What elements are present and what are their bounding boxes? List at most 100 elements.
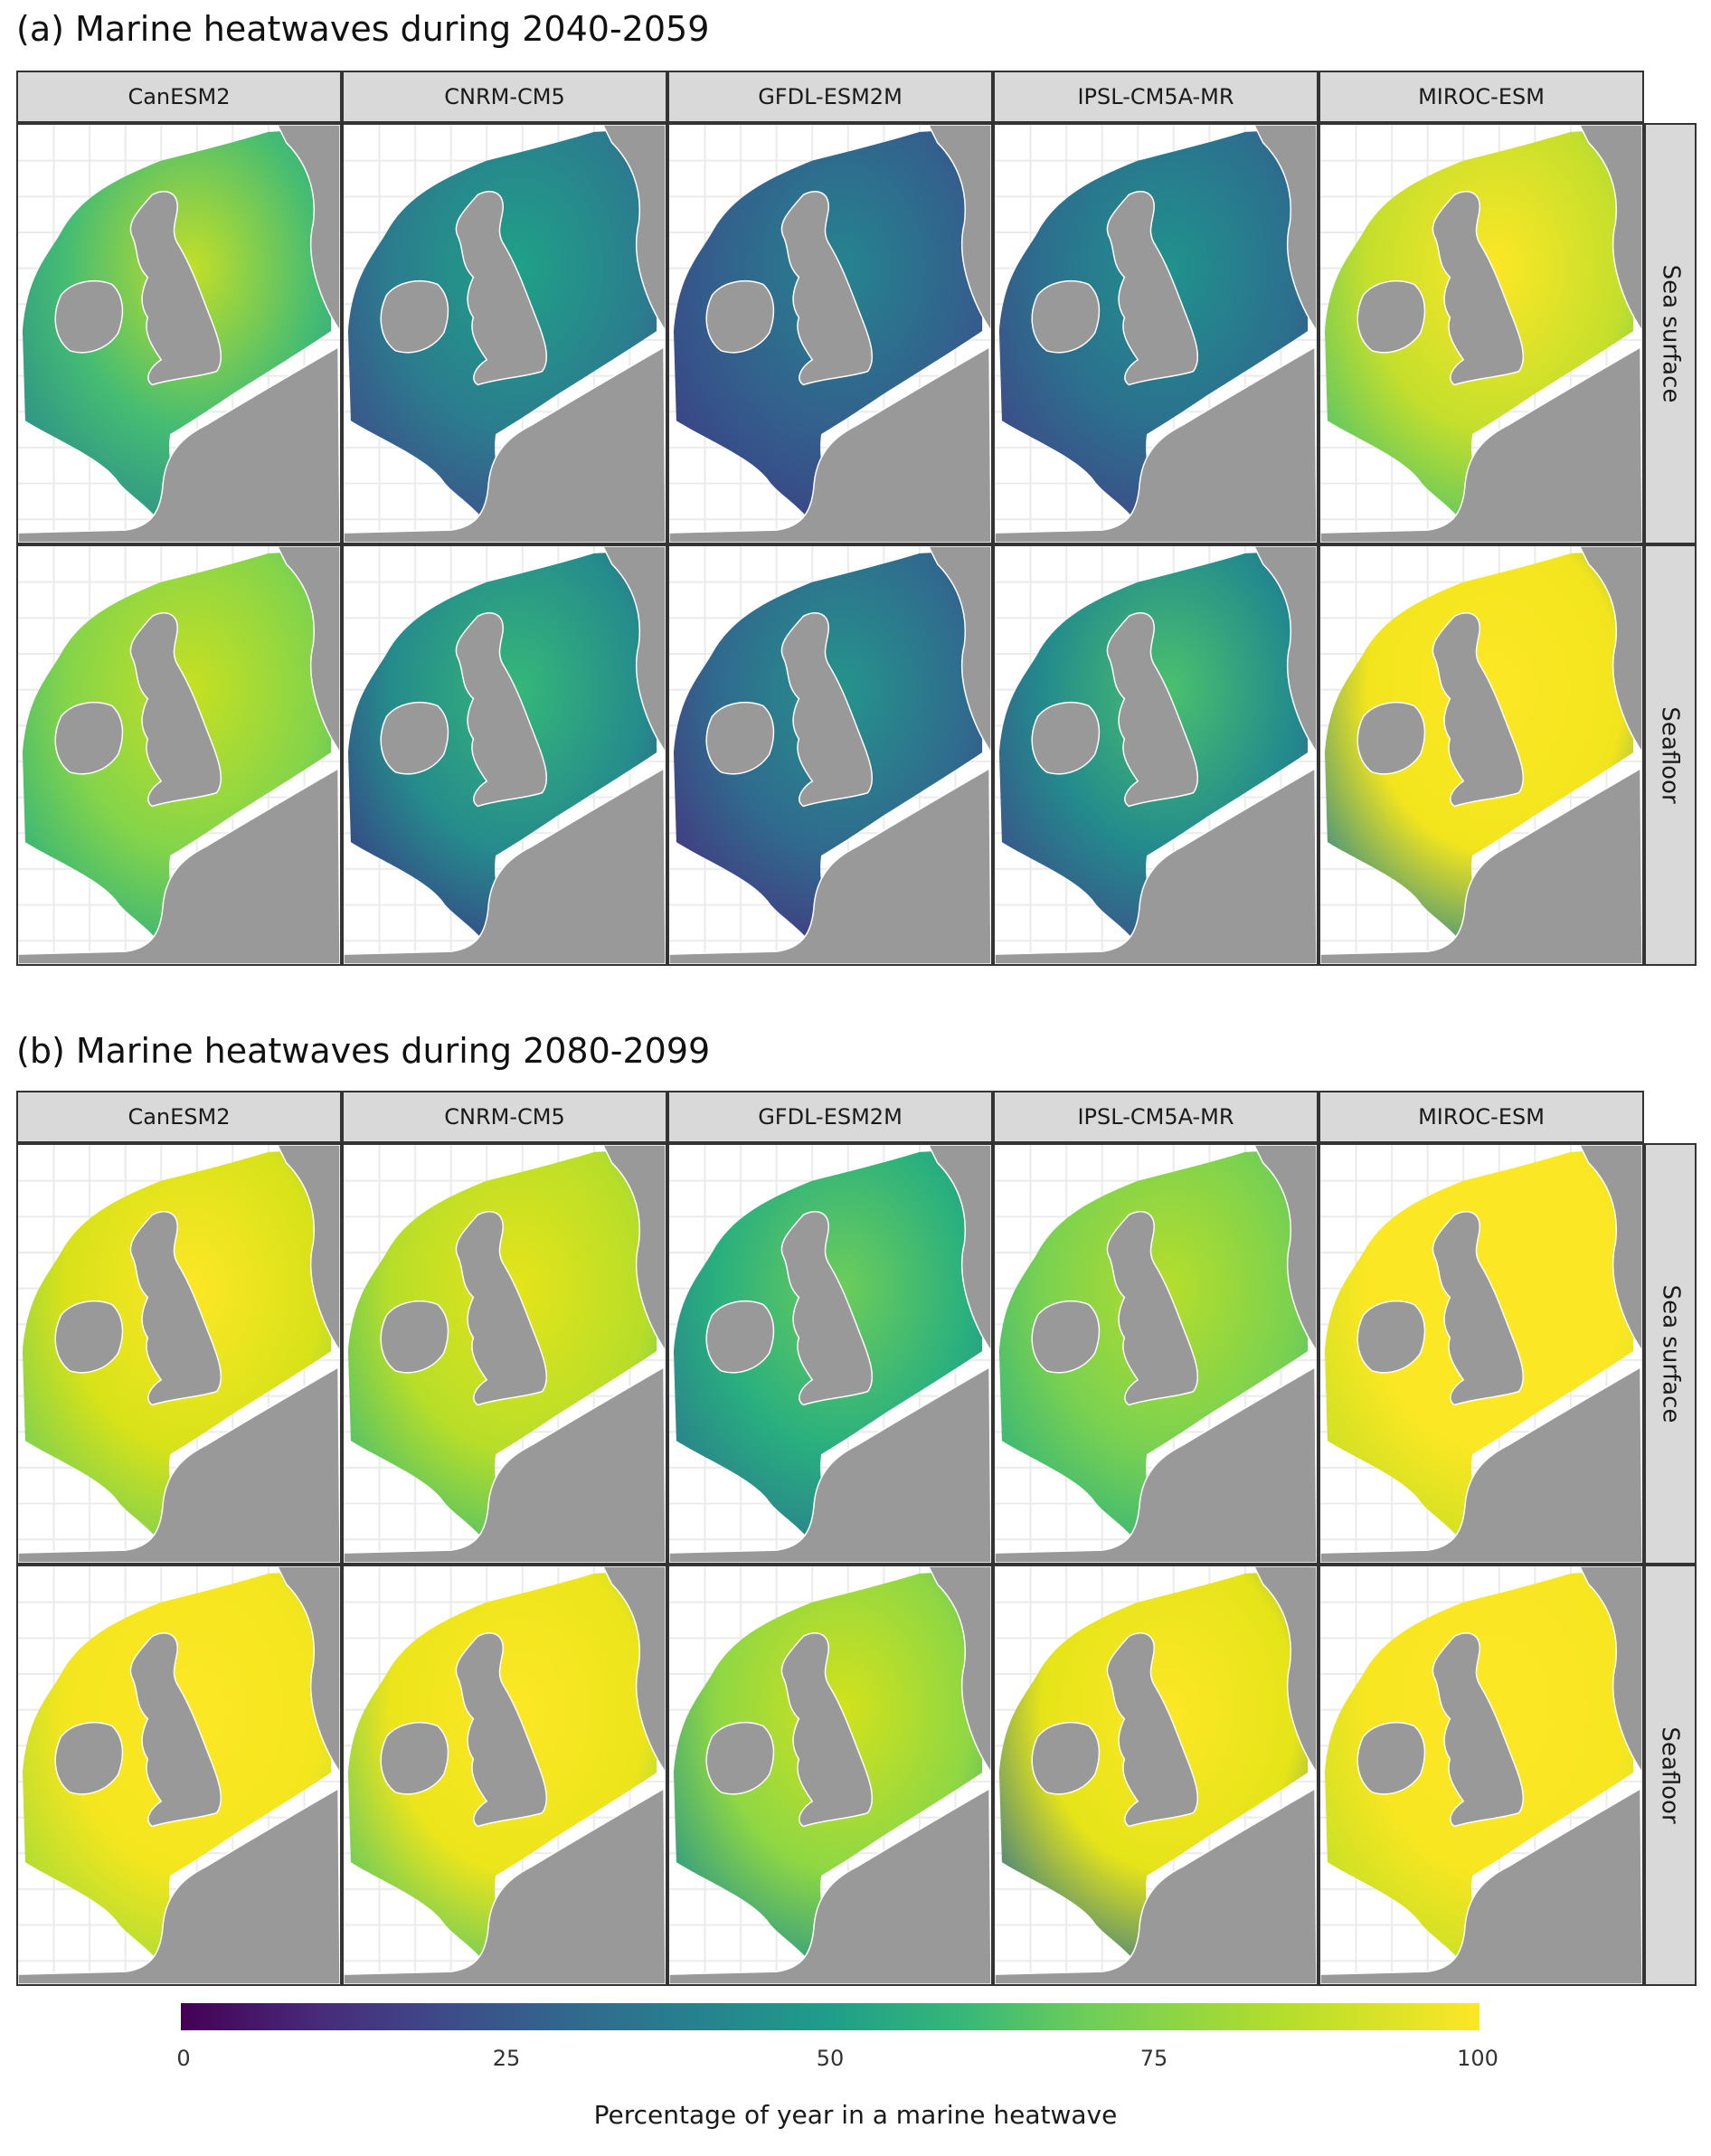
land-ireland: [54, 1721, 124, 1795]
land-continent: [995, 1366, 1317, 1563]
strip-seafloor: Seafloor: [1644, 544, 1697, 966]
land-great-britain: [1432, 191, 1525, 386]
strip-ipsl-cm5a-mr: IPSL-CM5A-MR: [993, 1091, 1319, 1143]
map-canesm2-seafloor: [16, 544, 342, 966]
panel-a-title: (a) Marine heatwaves during 2040-2059: [16, 9, 710, 49]
map-svg: [669, 125, 991, 543]
map-svg: [18, 125, 340, 543]
land-ireland: [1357, 1300, 1426, 1374]
strip-label: Sea surface: [1657, 1284, 1685, 1423]
colorbar-label-75: 75: [1139, 2046, 1168, 2071]
land-ireland: [54, 701, 124, 775]
map-gfdl-esm2m-sea-surface: [667, 1143, 993, 1565]
land-scandinavia: [1253, 546, 1317, 754]
land-scandinavia: [276, 1145, 340, 1353]
map-svg: [18, 1145, 340, 1563]
map-canesm2-sea-surface: [16, 1143, 342, 1565]
map-canesm2-seafloor: [16, 1565, 342, 1986]
land-continent: [18, 345, 340, 543]
strip-miroc-esm: MIROC-ESM: [1319, 71, 1644, 123]
land-ireland: [1031, 1721, 1101, 1795]
land-ireland: [54, 279, 124, 354]
strip-label: Seafloor: [1657, 1726, 1685, 1824]
colorbar-label-50: 50: [816, 2046, 845, 2071]
land-continent: [18, 1366, 340, 1563]
map-svg: [344, 125, 666, 543]
land-continent: [669, 767, 991, 964]
strip-label: Sea surface: [1657, 264, 1685, 403]
map-svg: [1320, 1566, 1642, 1984]
land-scandinavia: [601, 1566, 666, 1774]
land-scandinavia: [1578, 1566, 1642, 1774]
map-svg: [995, 1145, 1317, 1563]
land-continent: [669, 1787, 991, 1984]
strip-sea-surface: Sea surface: [1644, 123, 1697, 544]
land-great-britain: [129, 1211, 222, 1406]
colorbar-tick: [505, 2030, 506, 2038]
map-cnrm-cm5-seafloor: [342, 544, 667, 966]
land-ireland: [705, 701, 775, 775]
land-great-britain: [1432, 1632, 1525, 1828]
colorbar-title: Percentage of year in a marine heatwave: [593, 2100, 1118, 2130]
map-gfdl-esm2m-seafloor: [667, 1565, 993, 1986]
land-ireland: [705, 1300, 775, 1374]
strip-label: Seafloor: [1657, 706, 1685, 804]
land-continent: [344, 1366, 666, 1563]
land-great-britain: [129, 191, 222, 386]
strip-gfdl-esm2m: GFDL-ESM2M: [667, 1091, 993, 1143]
land-great-britain: [780, 612, 874, 808]
land-scandinavia: [927, 125, 991, 333]
map-miroc-esm-sea-surface: [1319, 123, 1644, 544]
map-svg: [344, 546, 666, 964]
map-svg: [344, 1566, 666, 1984]
land-scandinavia: [276, 546, 340, 754]
map-svg: [1320, 1145, 1642, 1563]
colorbar-tick: [829, 2030, 831, 2038]
land-great-britain: [455, 612, 548, 808]
land-scandinavia: [1253, 1145, 1317, 1353]
land-continent: [995, 767, 1317, 964]
land-continent: [1320, 767, 1642, 964]
land-great-britain: [1106, 1632, 1199, 1828]
land-ireland: [380, 1300, 449, 1374]
map-cnrm-cm5-seafloor: [342, 1565, 667, 1986]
land-ireland: [705, 279, 775, 354]
land-continent: [669, 345, 991, 543]
land-great-britain: [129, 612, 222, 808]
land-continent: [1320, 345, 1642, 543]
map-gfdl-esm2m-seafloor: [667, 544, 993, 966]
land-continent: [18, 767, 340, 964]
panel-b-title: (b) Marine heatwaves during 2080-2099: [16, 1031, 711, 1071]
land-continent: [1320, 1787, 1642, 1984]
strip-ipsl-cm5a-mr: IPSL-CM5A-MR: [993, 71, 1319, 123]
land-scandinavia: [276, 1566, 340, 1774]
map-svg: [995, 1566, 1317, 1984]
colorbar-label-100: 100: [1457, 2046, 1498, 2071]
land-continent: [18, 1787, 340, 1984]
map-gfdl-esm2m-sea-surface: [667, 123, 993, 544]
land-scandinavia: [601, 546, 666, 754]
land-scandinavia: [927, 1566, 991, 1774]
land-scandinavia: [1578, 1145, 1642, 1353]
map-cnrm-cm5-sea-surface: [342, 123, 667, 544]
land-continent: [995, 345, 1317, 543]
colorbar-tick: [1154, 2030, 1156, 2038]
land-great-britain: [1106, 191, 1199, 386]
map-ipsl-cm5a-mr-seafloor: [993, 544, 1319, 966]
colorbar: [181, 2003, 1479, 2030]
land-great-britain: [455, 1632, 548, 1828]
map-svg: [995, 125, 1317, 543]
land-scandinavia: [1253, 1566, 1317, 1774]
land-great-britain: [1106, 1211, 1199, 1406]
colorbar-label-25: 25: [492, 2046, 521, 2071]
map-svg: [995, 546, 1317, 964]
strip-gfdl-esm2m: GFDL-ESM2M: [667, 71, 993, 123]
map-miroc-esm-seafloor: [1319, 544, 1644, 966]
land-great-britain: [780, 191, 874, 386]
strip-sea-surface: Sea surface: [1644, 1143, 1697, 1565]
land-great-britain: [455, 1211, 548, 1406]
map-svg: [344, 1145, 666, 1563]
land-scandinavia: [276, 125, 340, 333]
map-miroc-esm-sea-surface: [1319, 1143, 1644, 1565]
land-great-britain: [780, 1632, 874, 1828]
